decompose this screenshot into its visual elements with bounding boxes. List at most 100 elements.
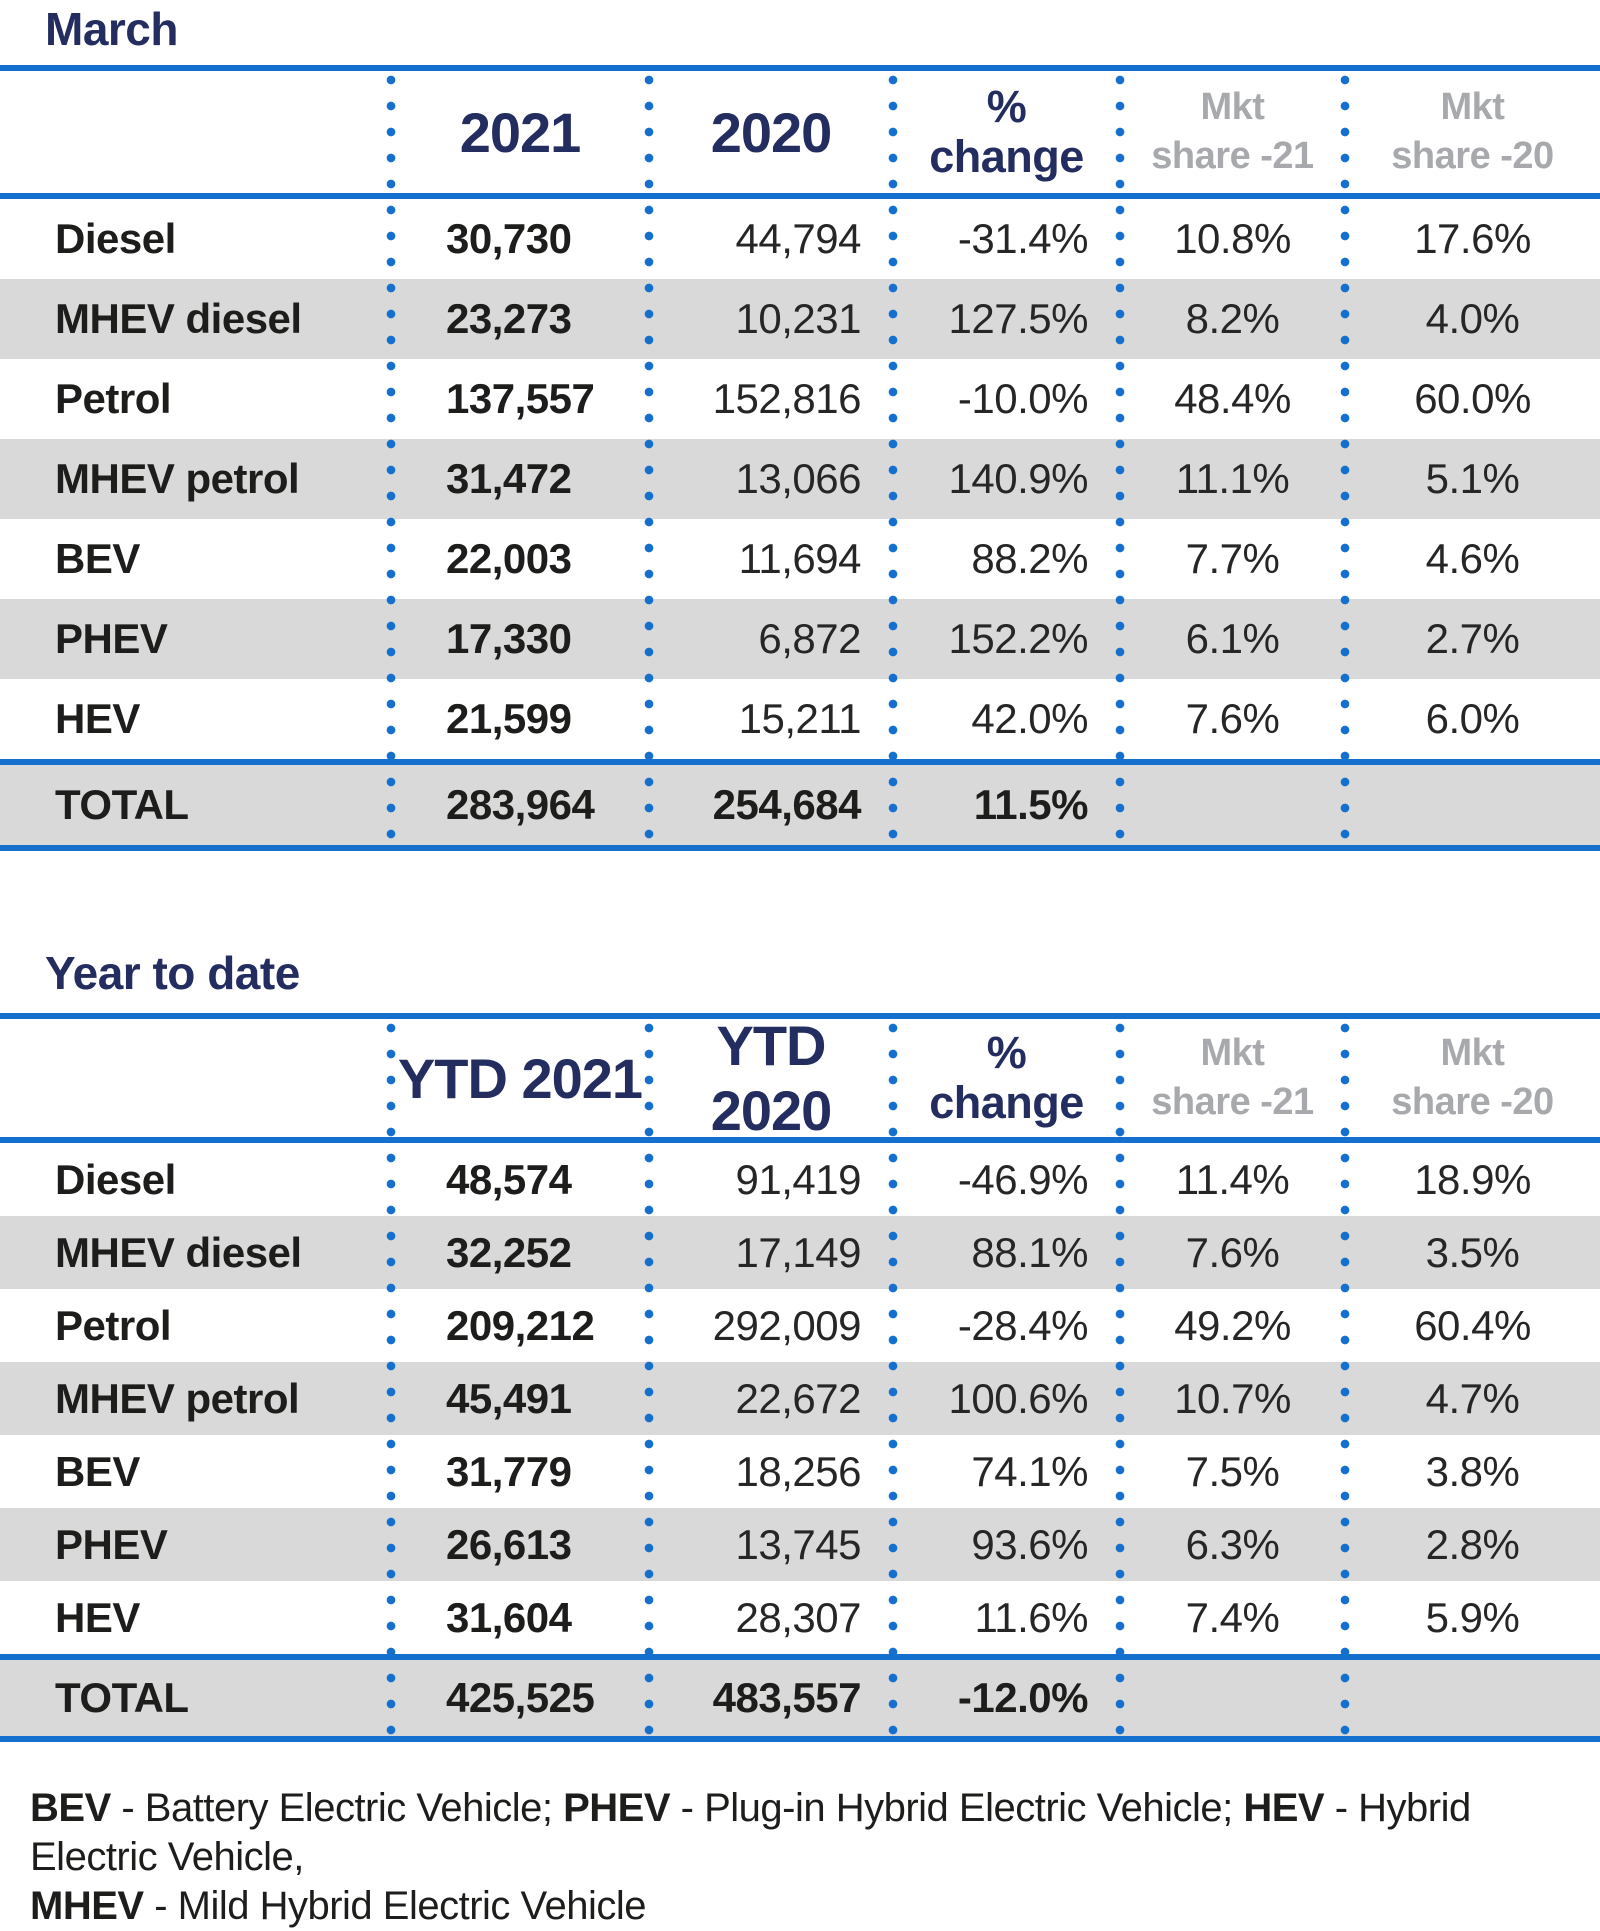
value-cell: 18,256 [735,1447,862,1495]
value-cell: -46.9% [957,1155,1089,1203]
table-row-bev: BEV 31,779 18,256 74.1% 7.5% 3.8% [0,1435,1600,1508]
value-cell: 15,211 [738,695,862,742]
value-cell: 32,252 [446,1228,572,1276]
value-cell: 44,794 [735,215,862,262]
legend-description: - Hybrid Electric Vehicle, [30,1786,1471,1879]
value-cell: 60.0% [1414,375,1531,422]
column-header: Mkt share -20 [1391,1031,1554,1123]
column-header: YTD 2020 [710,1014,833,1142]
registrations-table-page: March 2021 2020 % change Mkt share -21 Mkt s… [0,3,1600,1928]
value-cell: 3.8% [1425,1447,1520,1495]
legend-description: - Battery Electric Vehicle; [110,1786,564,1830]
column-header: % change [929,1027,1084,1128]
value-cell: 7.6% [1185,695,1280,742]
total-value-cell: 11.5% [973,781,1089,828]
value-cell: 10.8% [1174,215,1291,262]
march-table: 2021 2020 % change Mkt share -21 Mkt share -… [0,65,1600,851]
column-header: Mkt share -20 [1391,85,1554,177]
column-header: 2020 [710,100,833,164]
value-cell: 6.0% [1425,695,1520,742]
row-label: PHEV [55,615,168,662]
total-value-cell: -12.0% [957,1674,1089,1721]
value-cell: 45,491 [446,1374,572,1422]
value-cell: 7.6% [1185,1228,1280,1276]
value-cell: 10.7% [1174,1374,1291,1422]
row-label: MHEV diesel [55,295,302,342]
table-rule [0,1137,1600,1143]
table-row-diesel: Diesel 48,574 91,419 -46.9% 11.4% 18.9% [0,1143,1600,1216]
value-cell: 100.6% [948,1374,1089,1422]
row-label: HEV [55,695,140,742]
table-row-hev: HEV 21,599 15,211 42.0% 7.6% 6.0% [0,679,1600,759]
value-cell: 48,574 [446,1155,572,1203]
abbreviation-legend: BEV - Battery Electric Vehicle; PHEV - P… [30,1784,1575,1931]
value-cell: 152,816 [712,375,862,422]
table-rule [0,65,1600,71]
row-label: MHEV petrol [55,455,300,502]
value-cell: 31,604 [446,1593,572,1641]
table-rule [0,193,1600,199]
table-row-petrol: Petrol 137,557 152,816 -10.0% 48.4% 60.0% [0,359,1600,439]
value-cell: 6.3% [1185,1520,1280,1568]
table-row-total: TOTAL 425,525 483,557 -12.0% [0,1660,1600,1736]
table-rule [0,1013,1600,1019]
value-cell: 3.5% [1425,1228,1520,1276]
value-cell: 11.1% [1175,455,1290,502]
value-cell: 17.6% [1414,215,1531,262]
value-cell: 7.4% [1185,1593,1280,1641]
table-row-hev: HEV 31,604 28,307 11.6% 7.4% 5.9% [0,1581,1600,1654]
column-header: Mkt share -21 [1151,85,1314,177]
table-rule [0,845,1600,851]
total-value-cell: 283,964 [446,781,595,828]
total-value-cell: 425,525 [446,1674,595,1721]
row-label: Petrol [55,1301,172,1349]
value-cell: 26,613 [446,1520,572,1568]
value-cell: 28,307 [735,1593,862,1641]
legend-description: - Plug-in Hybrid Electric Vehicle; [670,1786,1244,1830]
value-cell: 5.1% [1425,455,1520,502]
table-row-mhev-petrol: MHEV petrol 45,491 22,672 100.6% 10.7% 4.7% [0,1362,1600,1435]
legend-line: MHEV - Mild Hybrid Electric Vehicle [30,1882,1575,1931]
table-header-row: YTD 2021 YTD 2020 % change Mkt share -21 Mkt… [0,1014,1600,1142]
value-cell: -31.4% [957,215,1089,262]
value-cell: 8.2% [1185,295,1280,342]
value-cell: 17,149 [735,1228,862,1276]
value-cell: 23,273 [446,295,572,342]
value-cell: 152.2% [948,615,1089,662]
table-row-phev: PHEV 26,613 13,745 93.6% 6.3% 2.8% [0,1508,1600,1581]
row-label: BEV [55,1447,140,1495]
table-rule [0,759,1600,765]
value-cell: 91,419 [735,1155,862,1203]
row-label: BEV [55,535,140,582]
legend-abbreviation: BEV [30,1786,111,1830]
row-label: HEV [55,1593,140,1641]
value-cell: 209,212 [446,1301,595,1349]
value-cell: 2.8% [1425,1520,1520,1568]
column-header: 2021 [459,100,582,164]
row-label: Diesel [55,1155,176,1203]
value-cell: 13,066 [735,455,862,502]
table-row-mhev-diesel: MHEV diesel 23,273 10,231 127.5% 8.2% 4.0% [0,279,1600,359]
total-value-cell: 483,557 [712,1674,862,1721]
legend-abbreviation: PHEV [563,1786,671,1830]
ytd-table-title: Year to date [45,947,300,999]
value-cell: 137,557 [446,375,595,422]
total-label: TOTAL [55,781,189,828]
value-cell: 18.9% [1414,1155,1531,1203]
legend-abbreviation: HEV [1243,1786,1325,1830]
value-cell: 6,872 [758,615,861,662]
ytd-table: YTD 2021 YTD 2020 % change Mkt share -21 Mkt… [0,1013,1600,1742]
value-cell: 60.4% [1414,1301,1531,1349]
column-header: % change [929,81,1084,182]
value-cell: 4.0% [1425,295,1520,342]
value-cell: -10.0% [957,375,1089,422]
value-cell: 127.5% [948,295,1089,342]
value-cell: 31,472 [446,455,572,502]
value-cell: 4.6% [1425,535,1520,582]
value-cell: 22,672 [735,1374,862,1422]
value-cell: 292,009 [712,1301,862,1349]
value-cell: 140.9% [948,455,1089,502]
legend-line: BEV - Battery Electric Vehicle; PHEV - P… [30,1784,1575,1882]
value-cell: 17,330 [446,615,572,662]
value-cell: 11.6% [974,1593,1089,1641]
